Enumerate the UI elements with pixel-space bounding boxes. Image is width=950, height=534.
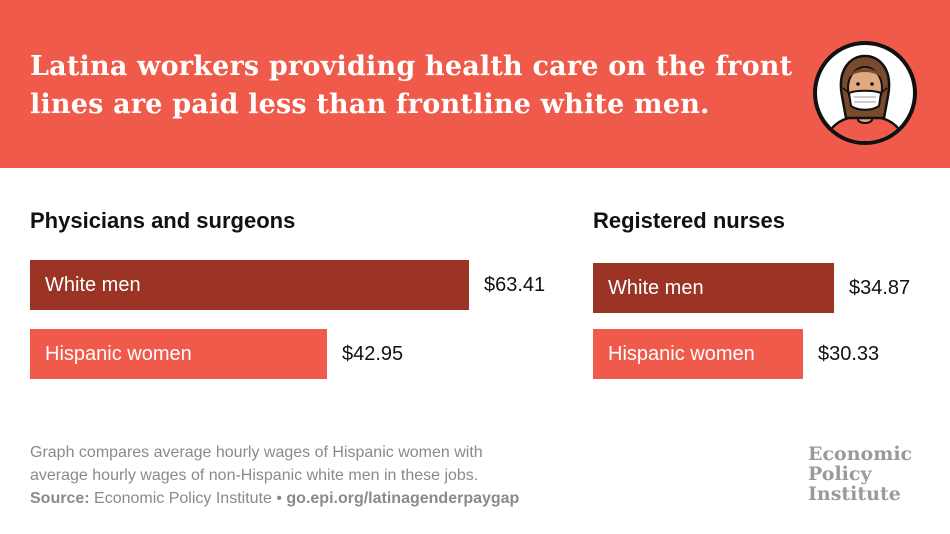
chart-physicians-surgeons: Physicians and surgeons White men $63.41… (30, 208, 580, 388)
bar-label: Hispanic women (608, 342, 755, 365)
bar-label: White men (608, 276, 704, 299)
bar-white-men: White men (30, 260, 469, 310)
bar-hispanic-women: Hispanic women (30, 329, 327, 379)
chart-registered-nurses: Registered nurses White men $34.87 Hispa… (593, 208, 933, 388)
logo-line-2: Policy (808, 463, 872, 485)
value-label-white-men: $63.41 (484, 274, 546, 296)
footnote-line-1: Graph compares average hourly wages of H… (30, 444, 483, 461)
bar-label: Hispanic women (45, 342, 192, 365)
value-label-white-men: $34.87 (849, 277, 911, 299)
epi-logo: Economic Policy Institute (808, 444, 912, 504)
masked-health-worker-icon (813, 41, 917, 145)
chart-title: Registered nurses (593, 208, 785, 233)
logo-line-1: Economic (808, 443, 913, 465)
headline-line-1: Latina workers providing health care on … (30, 51, 793, 82)
source-url[interactable]: go.epi.org/latinagenderpaygap (286, 490, 520, 507)
value-label-hispanic-women: $42.95 (342, 343, 404, 365)
header-banner: Latina workers providing health care on … (0, 0, 950, 168)
headline: Latina workers providing health care on … (30, 48, 820, 124)
bar-hispanic-women: Hispanic women (593, 329, 803, 379)
source-text: Economic Policy Institute (94, 490, 272, 507)
bar-white-men: White men (593, 263, 834, 313)
bar-label: White men (45, 273, 141, 296)
footnote: Graph compares average hourly wages of H… (30, 441, 670, 510)
chart-title: Physicians and surgeons (30, 208, 296, 233)
logo-line-3: Institute (808, 483, 901, 505)
headline-line-2: lines are paid less than frontline white… (30, 89, 710, 120)
source-label: Source: (30, 490, 90, 507)
footnote-line-2: average hourly wages of non-Hispanic whi… (30, 467, 479, 484)
value-label-hispanic-women: $30.33 (818, 343, 880, 365)
source-line: Source: Economic Policy Institute • go.e… (30, 487, 670, 510)
source-separator: • (276, 490, 282, 507)
